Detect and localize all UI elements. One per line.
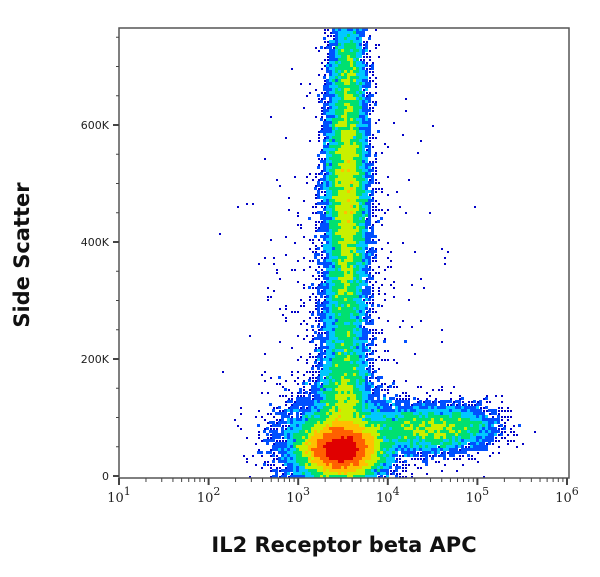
- y-axis-label: Side Scatter: [10, 182, 34, 328]
- x-axis: 101 102 103 104 105 106: [107, 478, 579, 506]
- x-tick-label: 105: [466, 485, 490, 506]
- x-tick-label: 106: [555, 485, 579, 506]
- data-points: [219, 28, 536, 478]
- x-axis-label: IL2 Receptor beta APC: [211, 533, 477, 557]
- x-tick-label: 101: [107, 485, 131, 506]
- y-tick-label: 200K: [81, 353, 110, 366]
- plot-frame: [118, 27, 570, 479]
- x-tick-label: 102: [197, 485, 221, 506]
- y-tick-label: 0: [102, 470, 109, 483]
- x-tick-label: 104: [376, 485, 400, 506]
- y-tick-label: 600K: [81, 119, 110, 132]
- y-axis: 0 200K 400K 600K: [81, 36, 119, 483]
- x-tick-label: 103: [286, 485, 310, 506]
- y-tick-label: 400K: [81, 236, 110, 249]
